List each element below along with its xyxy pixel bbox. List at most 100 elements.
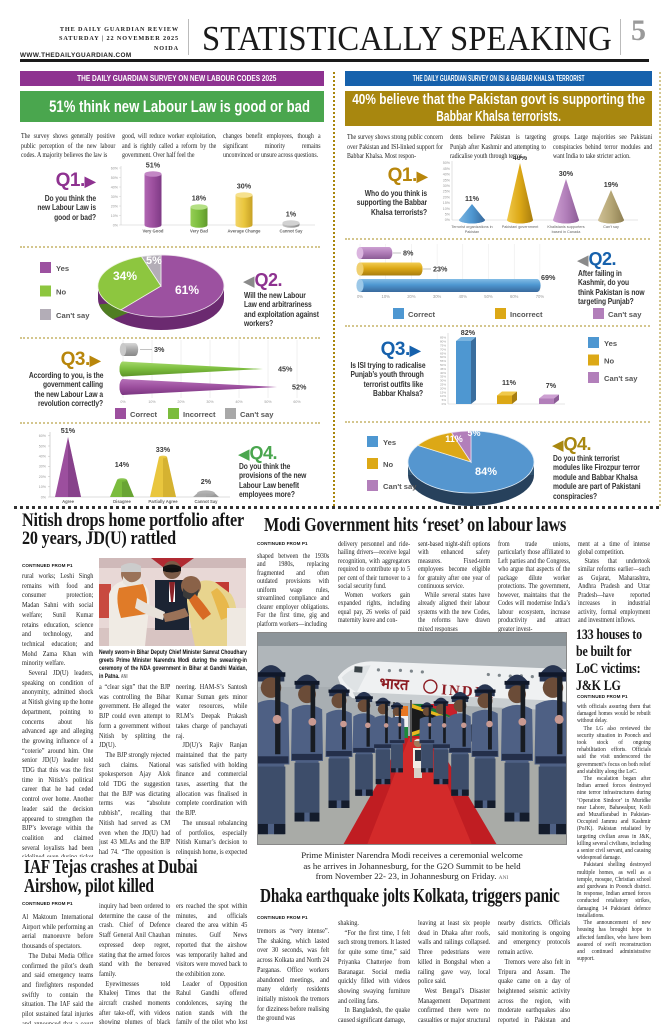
svg-text:19%: 19% — [604, 180, 619, 189]
svg-text:60%: 60% — [111, 166, 119, 170]
svg-text:8%: 8% — [403, 249, 414, 258]
svg-text:1%: 1% — [286, 210, 297, 219]
svg-text:40%: 40% — [513, 156, 528, 162]
svg-text:14%: 14% — [115, 460, 130, 469]
svg-text:33%: 33% — [156, 445, 171, 454]
svg-text:45%: 45% — [443, 167, 451, 171]
svg-text:60%: 60% — [440, 355, 446, 359]
svg-text:0%: 0% — [445, 218, 451, 222]
svg-text:Cannot Say: Cannot Say — [194, 499, 218, 504]
svg-text:Khalistanis supporters: Khalistanis supporters — [547, 225, 584, 229]
svg-text:25%: 25% — [440, 383, 446, 387]
svg-text:0%: 0% — [357, 294, 363, 299]
svg-text:Correct: Correct — [130, 410, 157, 419]
svg-text:Can't say: Can't say — [603, 225, 619, 229]
svg-text:40%: 40% — [443, 173, 451, 177]
svg-text:Average Change: Average Change — [228, 229, 262, 234]
svg-text:85%: 85% — [440, 336, 446, 340]
svg-text:Cannot Say: Cannot Say — [279, 229, 303, 234]
svg-text:30%: 30% — [206, 400, 214, 404]
svg-text:15%: 15% — [443, 201, 451, 205]
svg-text:भारत: भारत — [379, 675, 411, 694]
svg-text:40%: 40% — [440, 371, 446, 375]
svg-text:55%: 55% — [440, 359, 446, 363]
svg-text:52%: 52% — [292, 383, 307, 392]
svg-text:5%: 5% — [146, 255, 162, 267]
svg-text:30%: 30% — [440, 379, 446, 383]
svg-text:84%: 84% — [475, 466, 497, 478]
svg-text:Yes: Yes — [604, 339, 617, 348]
svg-text:23%: 23% — [433, 265, 448, 274]
svg-text:51%: 51% — [146, 161, 161, 170]
svg-text:11%: 11% — [445, 434, 463, 444]
svg-text:5%: 5% — [442, 398, 447, 402]
svg-text:Can't say: Can't say — [604, 374, 638, 383]
svg-text:Can't say: Can't say — [240, 410, 274, 419]
svg-text:30%: 30% — [433, 294, 442, 299]
svg-text:50%: 50% — [484, 294, 493, 299]
svg-text:15%: 15% — [440, 390, 446, 394]
svg-text:Can't say: Can't say — [383, 482, 417, 491]
svg-text:No: No — [604, 357, 614, 366]
svg-text:Disagree: Disagree — [113, 499, 131, 504]
svg-text:30%: 30% — [559, 169, 574, 178]
svg-text:No: No — [56, 288, 66, 297]
svg-text:Incorrect: Incorrect — [510, 310, 543, 319]
svg-text:20%: 20% — [443, 195, 451, 199]
svg-text:Pakistani government: Pakistani government — [502, 225, 539, 229]
svg-text:7%: 7% — [546, 381, 557, 390]
svg-text:0%: 0% — [120, 400, 126, 404]
svg-text:5%: 5% — [445, 213, 451, 217]
svg-text:20%: 20% — [440, 386, 446, 390]
svg-text:69%: 69% — [541, 273, 556, 282]
svg-text:50%: 50% — [39, 444, 47, 448]
svg-text:50%: 50% — [264, 400, 272, 404]
svg-text:20%: 20% — [407, 294, 416, 299]
svg-text:20%: 20% — [39, 475, 47, 479]
svg-text:70%: 70% — [536, 294, 545, 299]
svg-text:30%: 30% — [39, 465, 47, 469]
svg-text:50%: 50% — [111, 176, 119, 180]
svg-text:Incorrect: Incorrect — [183, 410, 216, 419]
svg-text:0%: 0% — [41, 495, 47, 499]
svg-text:2%: 2% — [201, 477, 212, 486]
svg-text:Agree: Agree — [62, 499, 75, 504]
svg-text:80%: 80% — [440, 340, 446, 344]
svg-text:5%: 5% — [467, 428, 480, 438]
svg-text:Correct: Correct — [408, 310, 435, 319]
svg-text:30%: 30% — [443, 184, 451, 188]
svg-text:70%: 70% — [440, 347, 446, 351]
svg-text:11%: 11% — [465, 194, 480, 203]
svg-text:40%: 40% — [235, 400, 243, 404]
svg-text:Partially Agree: Partially Agree — [148, 499, 178, 504]
svg-text:Yes: Yes — [383, 438, 396, 447]
svg-text:65%: 65% — [440, 351, 446, 355]
svg-text:10%: 10% — [382, 294, 391, 299]
svg-text:34%: 34% — [113, 269, 137, 283]
svg-text:61%: 61% — [175, 283, 199, 297]
svg-text:Pakistan: Pakistan — [465, 230, 480, 234]
svg-text:20%: 20% — [111, 204, 119, 208]
svg-text:Terrorist organizations in: Terrorist organizations in — [451, 225, 492, 229]
svg-text:60%: 60% — [39, 434, 47, 438]
svg-text:60%: 60% — [510, 294, 519, 299]
svg-text:25%: 25% — [443, 190, 451, 194]
svg-text:No: No — [383, 460, 393, 469]
svg-text:Can't say: Can't say — [608, 310, 642, 319]
svg-text:82%: 82% — [461, 328, 476, 337]
svg-text:Very Bad: Very Bad — [190, 229, 208, 234]
svg-text:40%: 40% — [111, 185, 119, 189]
svg-text:11%: 11% — [502, 378, 517, 387]
svg-text:45%: 45% — [440, 367, 446, 371]
svg-text:51%: 51% — [61, 426, 76, 435]
svg-text:60%: 60% — [293, 400, 301, 404]
svg-text:35%: 35% — [440, 375, 446, 379]
svg-text:50%: 50% — [440, 363, 446, 367]
svg-text:Very Good: Very Good — [143, 229, 164, 234]
svg-text:20%: 20% — [177, 400, 185, 404]
svg-text:40%: 40% — [39, 455, 47, 459]
svg-text:40%: 40% — [459, 294, 468, 299]
svg-text:Yes: Yes — [56, 264, 69, 273]
svg-text:0%: 0% — [442, 402, 447, 406]
svg-text:10%: 10% — [440, 394, 446, 398]
